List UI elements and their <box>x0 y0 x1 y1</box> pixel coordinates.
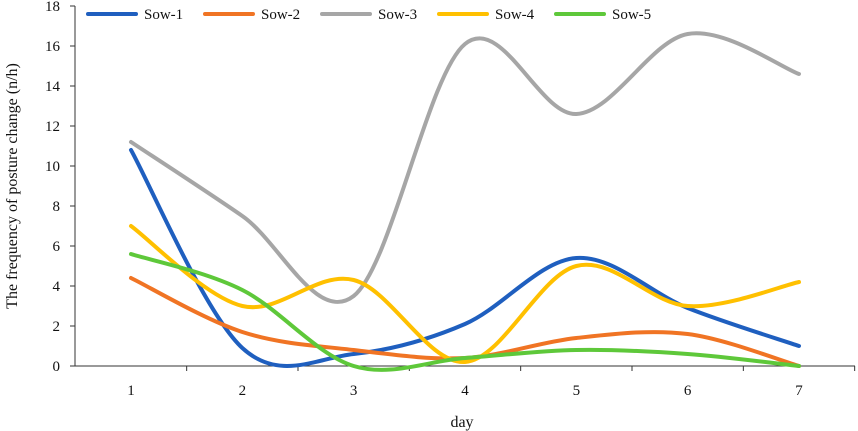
legend-label-sow-1: Sow-1 <box>144 7 183 23</box>
series-line-sow-5 <box>129 252 801 372</box>
x-tick-label: 6 <box>684 383 692 399</box>
x-tick-label: 4 <box>461 383 469 399</box>
legend-label-sow-2: Sow-2 <box>261 7 300 23</box>
y-tick-label: 6 <box>53 239 61 255</box>
y-tick-label: 14 <box>45 79 61 95</box>
legend: Sow-1 Sow-2 Sow-3 Sow-4 Sow-5 <box>86 7 651 23</box>
legend-label-sow-5: Sow-5 <box>612 7 651 23</box>
series-line-sow-1 <box>129 148 801 368</box>
y-axis-label: The frequency of posture change (n/h) <box>4 63 21 309</box>
x-tick-label: 1 <box>127 383 135 399</box>
y-tick-label: 0 <box>53 359 61 375</box>
x-axis-label: day <box>450 414 473 431</box>
y-tick-label: 8 <box>53 199 61 215</box>
y-tick-label: 2 <box>53 319 61 335</box>
legend-label-sow-3: Sow-3 <box>378 7 417 23</box>
x-tick-label: 3 <box>350 383 358 399</box>
y-tick-label: 10 <box>45 159 60 175</box>
x-tick-label: 2 <box>239 383 247 399</box>
series-line-sow-3 <box>129 31 801 304</box>
y-tick-label: 4 <box>53 279 61 295</box>
legend-label-sow-4: Sow-4 <box>495 7 535 23</box>
series-lines <box>129 31 801 372</box>
x-tick-label: 7 <box>795 383 803 399</box>
y-tick-label: 16 <box>45 39 61 55</box>
y-tick-label: 18 <box>45 0 60 15</box>
x-tick-label: 5 <box>573 383 581 399</box>
y-tick-label: 12 <box>45 119 60 135</box>
series-line-sow-4 <box>129 224 801 365</box>
